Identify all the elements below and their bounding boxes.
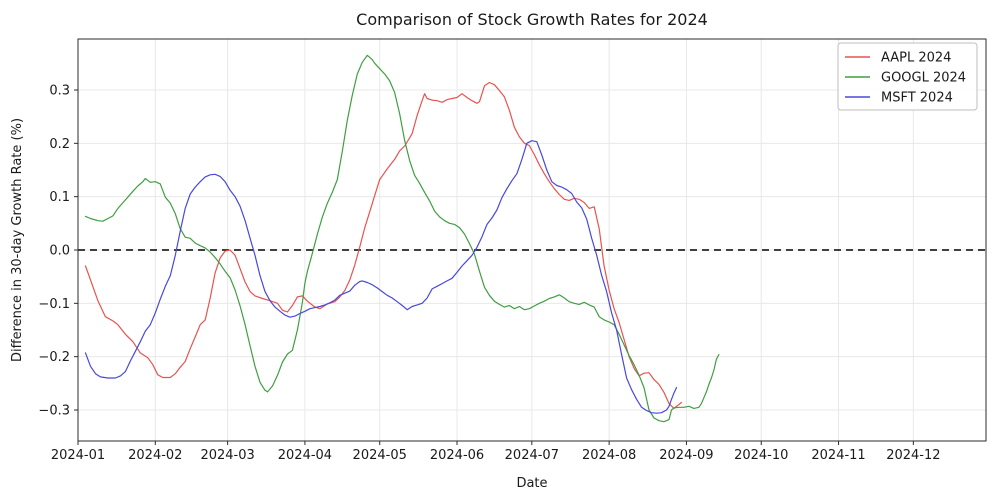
y-tick-label: 0.1 [49,190,70,205]
y-tick-label: 0.0 [49,244,70,259]
x-tick-label: 2024-05 [353,448,407,463]
y-tick-label: −0.1 [38,297,70,312]
x-tick-label: 2024-07 [505,448,559,463]
legend-label-aapl: AAPL 2024 [881,51,951,66]
series-lines [78,54,986,423]
legend: AAPL 2024 GOOGL 2024 MSFT 2024 [837,42,978,111]
y-tick-label: 0.2 [49,137,70,152]
legend-label-msft: MSFT 2024 [881,91,953,106]
axis-ticks [74,89,914,445]
y-axis-label: Difference in 30-day Growth Rate (%) [10,118,25,362]
x-axis-label: Date [516,476,547,491]
tick-labels: 2024-01 2024-02 2024-03 2024-04 2024-05 2024-… [38,84,940,463]
x-tick-label: 2024-06 [430,448,484,463]
x-tick-label: 2024-08 [582,448,636,463]
x-tick-label: 2024-09 [659,448,713,463]
series-line-aapl [84,81,683,409]
y-tick-label: −0.3 [38,403,70,418]
x-tick-label: 2024-01 [51,448,105,463]
series-line-googl [84,54,720,423]
legend-box [837,42,978,111]
x-tick-label: 2024-04 [278,448,332,463]
x-tick-label: 2024-03 [200,448,254,463]
y-tick-label: −0.2 [38,350,70,365]
x-tick-label: 2024-12 [886,448,940,463]
x-tick-label: 2024-11 [811,448,865,463]
chart-title: Comparison of Stock Growth Rates for 202… [356,10,708,29]
legend-label-googl: GOOGL 2024 [881,71,966,86]
x-tick-label: 2024-02 [128,448,182,463]
x-tick-label: 2024-10 [734,448,788,463]
y-tick-label: 0.3 [49,84,70,99]
series-line-msft [84,140,678,414]
